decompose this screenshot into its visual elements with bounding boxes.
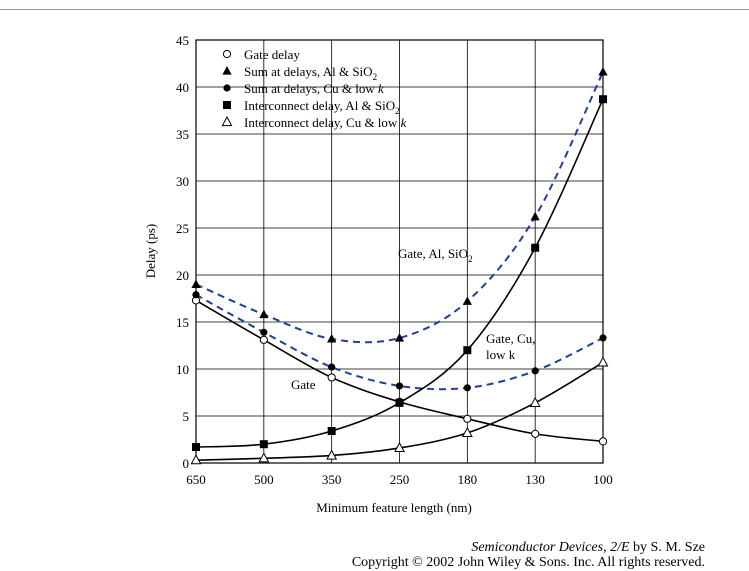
data-point-sum-al-sio2 (327, 334, 336, 343)
data-point-sum-cu-lowk (532, 367, 539, 374)
legend-marker-interconnect-cu-lowk (222, 117, 231, 126)
y-tick-label: 35 (176, 127, 189, 142)
data-point-sum-al-sio2 (531, 212, 540, 221)
x-tick-label: 130 (525, 472, 545, 487)
legend-label-sum-cu-lowk: Sum at delays, Cu & low k (244, 81, 384, 96)
y-tick-label: 30 (176, 174, 189, 189)
y-axis-label: Delay (ps) (143, 224, 158, 279)
y-tick-label: 45 (176, 33, 189, 48)
data-point-sum-cu-lowk (328, 364, 335, 371)
y-tick-label: 0 (183, 456, 190, 471)
y-tick-label: 10 (176, 362, 189, 377)
data-point-gate-delay (599, 438, 606, 445)
data-point-sum-cu-lowk (396, 382, 403, 389)
annotation-gate: Gate (291, 377, 316, 392)
data-point-interconnect-al-sio2 (260, 440, 268, 448)
data-point-gate-delay (260, 336, 267, 343)
y-tick-label: 20 (176, 268, 189, 283)
x-tick-label: 250 (390, 472, 410, 487)
data-point-interconnect-al-sio2 (192, 443, 200, 451)
annotation-gate-cu: Gate, Cu, (486, 331, 535, 346)
data-point-interconnect-al-sio2 (396, 399, 404, 407)
data-point-interconnect-al-sio2 (599, 95, 607, 103)
annotation-gate-al-sio2: Gate, Al, SiO2 (398, 246, 473, 264)
annotation-low-k: low k (486, 347, 516, 362)
data-point-interconnect-al-sio2 (328, 427, 336, 435)
data-point-sum-al-sio2 (191, 279, 200, 288)
x-tick-label: 500 (254, 472, 274, 487)
data-point-interconnect-al-sio2 (463, 346, 471, 354)
legend-label-interconnect-al-sio2: Interconnect delay, Al & SiO2 (244, 98, 400, 116)
x-axis-label: Minimum feature length (nm) (316, 500, 472, 515)
book-author: by S. M. Sze (630, 540, 705, 555)
data-point-gate-delay (464, 415, 471, 422)
legend-label-interconnect-cu-lowk: Interconnect delay, Cu & low k (244, 115, 407, 130)
data-point-sum-al-sio2 (598, 67, 607, 76)
data-point-interconnect-al-sio2 (531, 244, 539, 252)
legend-marker-interconnect-al-sio2 (223, 101, 231, 109)
data-point-gate-delay (532, 430, 539, 437)
x-tick-label: 180 (458, 472, 478, 487)
legend-label-gate-delay: Gate delay (244, 47, 300, 62)
x-tick-label: 100 (593, 472, 613, 487)
legend-marker-sum-cu-lowk (223, 84, 230, 91)
data-point-interconnect-cu-lowk (531, 398, 540, 407)
data-point-interconnect-cu-lowk (598, 357, 607, 366)
data-point-gate-delay (328, 374, 335, 381)
x-tick-label: 350 (322, 472, 342, 487)
data-point-sum-cu-lowk (260, 329, 267, 336)
y-tick-label: 15 (176, 315, 189, 330)
legend-marker-sum-al-sio2 (222, 66, 231, 75)
y-tick-label: 40 (176, 80, 189, 95)
credit-copyright: Copyright © 2002 John Wiley & Sons. Inc.… (352, 555, 705, 571)
legend-marker-gate-delay (223, 50, 230, 57)
data-point-sum-cu-lowk (599, 334, 606, 341)
data-point-sum-al-sio2 (259, 309, 268, 318)
data-point-sum-cu-lowk (192, 291, 199, 298)
data-point-sum-cu-lowk (464, 384, 471, 391)
book-title: Semiconductor Devices, 2/E (471, 540, 629, 555)
y-tick-label: 5 (183, 409, 190, 424)
y-tick-label: 25 (176, 221, 189, 236)
credit-book-line: Semiconductor Devices, 2/E by S. M. Sze (471, 540, 705, 556)
x-tick-label: 650 (186, 472, 206, 487)
data-point-sum-al-sio2 (463, 296, 472, 305)
